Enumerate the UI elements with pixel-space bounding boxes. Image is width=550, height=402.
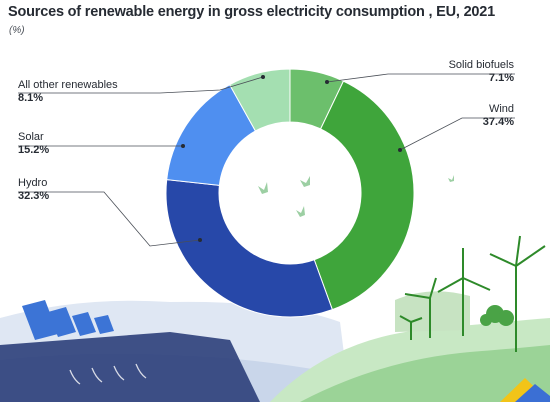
leader-line-hydro (18, 191, 201, 247)
chart-title: Sources of renewable energy in gross ele… (8, 4, 496, 20)
label-name: All other renewables (18, 79, 118, 91)
background-scene (0, 175, 550, 402)
leader-dot-hydro (198, 238, 202, 242)
label-name: Solar (18, 131, 44, 143)
leader-dot-all-other-renewables (261, 75, 265, 79)
label-hydro: Hydro 32.3% (18, 177, 49, 203)
leader-line-all-other-renewables (18, 76, 264, 94)
label-name: Hydro (18, 177, 48, 189)
slice-hydro (165, 179, 333, 318)
label-solid-biofuels: Solid biofuels 7.1% (449, 59, 514, 85)
data-label: 7.1% (488, 72, 514, 84)
birds (258, 175, 454, 217)
leader-lines (18, 73, 515, 247)
dam-water (69, 363, 147, 385)
label-name: Wind (488, 103, 514, 115)
label-solar: Solar 15.2% (18, 131, 49, 157)
slice-wind (313, 80, 415, 311)
chart-unit: (%) (9, 25, 25, 36)
donut-chart (165, 68, 415, 318)
label-wind: Wind 37.4% (483, 103, 514, 129)
leader-line-solid-biofuels (326, 73, 515, 83)
leader-dot-wind (398, 148, 402, 152)
background-hill-green (300, 345, 550, 402)
data-label: 8.1% (18, 92, 44, 104)
data-label: 37.4% (482, 116, 514, 128)
dam-shape (0, 332, 260, 402)
corner-logo (500, 378, 550, 402)
data-label: 32.3% (18, 190, 50, 202)
leader-line-wind (399, 117, 515, 151)
leader-dots (181, 75, 402, 242)
slice-all-other-renewables (228, 68, 291, 132)
leader-dot-solid-biofuels (325, 80, 329, 84)
wind-turbines (399, 235, 546, 352)
trees (480, 305, 514, 326)
data-label: 15.2% (18, 144, 50, 156)
solar-panels (22, 300, 114, 340)
background-hill-green-far (395, 291, 470, 332)
label-name: Solid biofuels (448, 59, 514, 71)
label-all-other-renewables: All other renewables 8.1% (18, 79, 118, 105)
leader-dot-solar (181, 144, 185, 148)
